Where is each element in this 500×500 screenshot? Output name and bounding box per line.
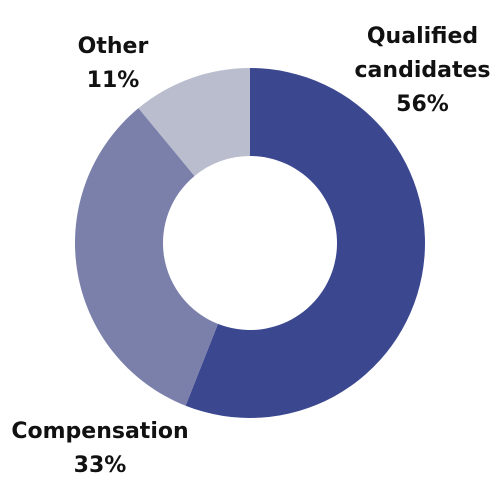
slice-label: Compensation 33% xyxy=(0,415,200,483)
donut-slice xyxy=(75,108,218,406)
slice-label: Other 11% xyxy=(50,30,176,98)
category-label: Qualified candidates xyxy=(354,24,491,83)
value-label: 33% xyxy=(73,453,127,478)
value-label: 11% xyxy=(86,68,140,93)
slice-label: Qualified candidates 56% xyxy=(345,20,500,122)
category-label: Other xyxy=(77,34,149,59)
donut-slice xyxy=(138,68,250,176)
donut-slice xyxy=(185,68,425,418)
category-label: Compensation xyxy=(11,419,189,444)
value-label: 56% xyxy=(396,92,449,117)
